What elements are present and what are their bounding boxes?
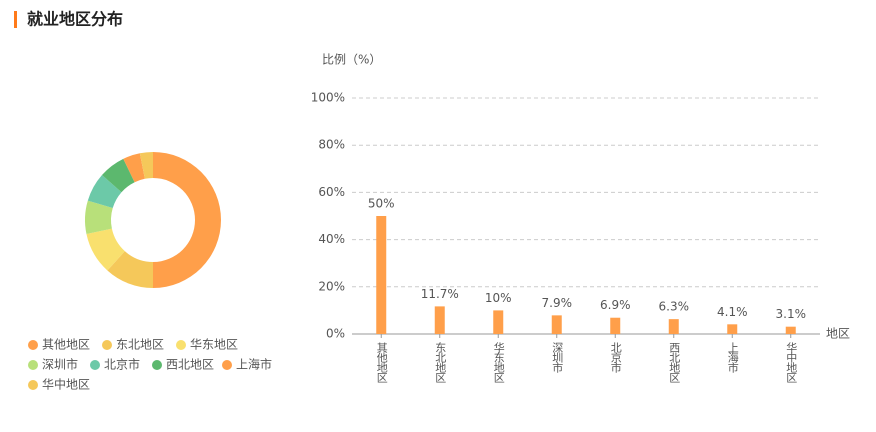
bar [610, 317, 621, 334]
x-tick-label: 东北地区 [434, 342, 447, 383]
y-tick-label: 20% [318, 279, 345, 293]
bar [551, 315, 562, 334]
legend-label: 东北地区 [116, 338, 164, 352]
value-label: 11.7% [421, 287, 459, 301]
value-label: 6.3% [659, 300, 690, 314]
legend-label: 其他地区 [42, 338, 90, 352]
donut-slice [153, 152, 221, 288]
x-tick-label: 其他地区 [375, 342, 388, 383]
value-label: 6.9% [600, 298, 631, 312]
legend-swatch [28, 360, 38, 370]
value-label: 10% [485, 291, 512, 305]
donut-slice [87, 175, 122, 209]
title-accent [14, 11, 17, 28]
value-label: 50% [368, 197, 395, 211]
y-axis-label: 比例（%） [322, 53, 381, 67]
page-title: 就业地区分布 [27, 10, 123, 29]
y-tick-label: 0% [326, 327, 345, 341]
bar [434, 306, 445, 334]
legend-swatch [102, 340, 112, 350]
x-tick-label: 上海市 [726, 342, 739, 374]
legend-swatch [28, 380, 38, 390]
bar [727, 324, 738, 334]
x-tick-label: 深圳市 [551, 342, 564, 374]
value-label: 3.1% [776, 307, 807, 321]
bar [376, 216, 387, 334]
donut-slice [107, 251, 153, 288]
x-tick-label: 北京市 [609, 342, 622, 374]
bar [668, 319, 679, 334]
legend-swatch [176, 340, 186, 350]
donut-slice [85, 200, 113, 234]
legend-label: 北京市 [104, 357, 140, 372]
legend-label: 深圳市 [42, 357, 78, 372]
donut-slice [101, 158, 135, 193]
legend-label: 华东地区 [190, 338, 238, 352]
x-axis-label: 地区 [826, 327, 850, 341]
legend-swatch [152, 360, 162, 370]
donut-slice [86, 228, 125, 271]
value-label: 7.9% [542, 296, 573, 310]
legend-swatch [222, 360, 232, 370]
bar [493, 310, 504, 334]
y-tick-label: 40% [318, 232, 345, 246]
y-tick-label: 60% [318, 185, 345, 199]
donut-slice [123, 153, 145, 183]
x-tick-label: 华中地区 [785, 341, 798, 383]
legend-label: 上海市 [236, 357, 272, 372]
legend-label: 西北地区 [166, 358, 214, 372]
donut-slice [139, 152, 153, 179]
x-tick-label: 华东地区 [492, 341, 505, 383]
y-tick-label: 80% [318, 138, 345, 152]
legend-label: 华中地区 [42, 377, 90, 392]
y-tick-label: 100% [311, 91, 345, 105]
x-tick-label: 西北地区 [668, 342, 681, 383]
legend-swatch [28, 340, 38, 350]
value-label: 4.1% [717, 305, 748, 319]
bar [785, 326, 796, 334]
legend-swatch [90, 360, 100, 370]
